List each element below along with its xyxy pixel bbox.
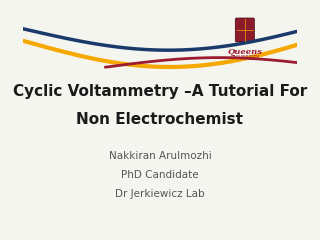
Text: Non Electrochemist: Non Electrochemist <box>76 113 244 127</box>
Text: Dr Jerkiewicz Lab: Dr Jerkiewicz Lab <box>115 189 205 199</box>
Text: UNIVERSITY: UNIVERSITY <box>230 55 260 60</box>
Text: Nakkiran Arulmozhi: Nakkiran Arulmozhi <box>108 151 212 161</box>
Text: Queens: Queens <box>228 48 262 56</box>
Text: Cyclic Voltammetry –A Tutorial For: Cyclic Voltammetry –A Tutorial For <box>13 84 307 99</box>
FancyBboxPatch shape <box>235 18 254 42</box>
Text: PhD Candidate: PhD Candidate <box>121 170 199 180</box>
